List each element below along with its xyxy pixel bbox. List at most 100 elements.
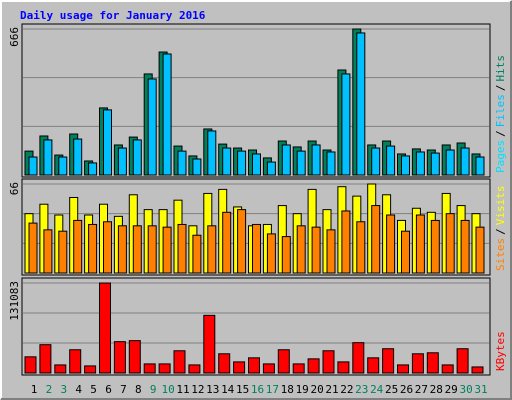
bar bbox=[445, 149, 455, 176]
bar bbox=[415, 214, 425, 274]
x-tick-label: 31 bbox=[474, 383, 487, 396]
bar bbox=[326, 151, 336, 176]
x-tick-label: 24 bbox=[370, 383, 384, 396]
bar bbox=[322, 350, 335, 374]
bar bbox=[143, 363, 156, 374]
bar bbox=[88, 162, 98, 176]
x-tick-label: 4 bbox=[75, 383, 82, 396]
bar bbox=[73, 219, 83, 274]
bar bbox=[341, 73, 351, 176]
bar bbox=[371, 205, 381, 274]
bar bbox=[281, 236, 291, 274]
bar bbox=[117, 147, 127, 176]
bar bbox=[43, 229, 53, 274]
bar bbox=[292, 363, 305, 374]
bar bbox=[401, 155, 410, 176]
bar bbox=[103, 109, 112, 176]
x-tick-label: 12 bbox=[191, 383, 204, 396]
bar bbox=[103, 221, 112, 274]
bar bbox=[162, 226, 172, 274]
bar bbox=[188, 364, 201, 374]
bar bbox=[162, 53, 172, 176]
x-tick-label: 3 bbox=[60, 383, 67, 396]
x-tick-label: 16 bbox=[251, 383, 264, 396]
bar bbox=[445, 213, 455, 274]
x-tick-label: 22 bbox=[340, 383, 353, 396]
bar bbox=[460, 147, 470, 176]
legend-separator: / bbox=[494, 130, 507, 137]
bar bbox=[58, 230, 68, 274]
bar bbox=[28, 156, 38, 176]
x-tick-label: 29 bbox=[445, 383, 458, 396]
bar bbox=[207, 130, 217, 176]
bar bbox=[158, 363, 171, 374]
bar bbox=[386, 145, 396, 176]
chart-title: Daily usage for January 2016 bbox=[20, 9, 206, 22]
bar bbox=[475, 226, 485, 274]
x-tick-label: 30 bbox=[459, 383, 472, 396]
bar bbox=[430, 152, 440, 176]
bar bbox=[456, 348, 469, 374]
bar bbox=[28, 222, 38, 274]
bar bbox=[54, 364, 67, 374]
bar bbox=[266, 233, 276, 274]
bar bbox=[266, 161, 276, 176]
bar bbox=[471, 366, 484, 374]
bar bbox=[237, 209, 247, 274]
bar bbox=[69, 349, 82, 374]
x-tick-label: 15 bbox=[236, 383, 249, 396]
bar bbox=[113, 341, 126, 374]
legend: Pages / Files / Hits bbox=[494, 55, 507, 173]
x-tick-label: 9 bbox=[150, 383, 157, 396]
bar bbox=[177, 223, 187, 274]
x-tick-label: 13 bbox=[206, 383, 219, 396]
x-tick-label: 26 bbox=[400, 383, 413, 396]
x-tick-label: 18 bbox=[281, 383, 294, 396]
bar bbox=[401, 230, 410, 274]
legend-entry: Files bbox=[494, 94, 507, 127]
x-tick-label: 17 bbox=[266, 383, 279, 396]
bar bbox=[132, 225, 142, 274]
x-tick-label: 6 bbox=[105, 383, 112, 396]
legend-entry: Sites bbox=[494, 238, 507, 271]
bar bbox=[307, 358, 320, 374]
bar bbox=[386, 214, 396, 274]
bar bbox=[218, 353, 231, 374]
legend-entry: Pages bbox=[494, 140, 507, 173]
bar bbox=[262, 363, 275, 374]
x-tick-label: 7 bbox=[120, 383, 127, 396]
bar bbox=[248, 357, 260, 374]
legend-separator: / bbox=[494, 85, 507, 92]
bar bbox=[296, 150, 306, 176]
bar bbox=[177, 150, 187, 176]
x-tick-label: 20 bbox=[310, 383, 323, 396]
bar bbox=[277, 349, 290, 374]
bar bbox=[337, 361, 350, 374]
bar bbox=[147, 78, 157, 176]
bar bbox=[99, 282, 111, 374]
bar bbox=[367, 357, 380, 374]
bar bbox=[203, 314, 216, 374]
bar bbox=[237, 150, 247, 176]
bar bbox=[252, 153, 261, 176]
bar bbox=[311, 226, 321, 274]
x-tick-label: 23 bbox=[355, 383, 368, 396]
x-tick-label: 27 bbox=[415, 383, 428, 396]
x-tick-label: 21 bbox=[325, 383, 338, 396]
bar bbox=[311, 144, 321, 176]
bar bbox=[441, 364, 454, 374]
x-tick-label: 8 bbox=[135, 383, 142, 396]
legend-entry: KBytes bbox=[494, 331, 507, 371]
bar bbox=[281, 144, 291, 176]
x-tick-label: 11 bbox=[176, 383, 189, 396]
bar bbox=[460, 219, 470, 274]
bar bbox=[117, 225, 127, 274]
bar bbox=[222, 211, 232, 274]
legend: Sites / Visits bbox=[494, 186, 507, 272]
bar bbox=[84, 365, 97, 374]
legend-separator: / bbox=[494, 228, 507, 235]
x-tick-label: 28 bbox=[430, 383, 443, 396]
